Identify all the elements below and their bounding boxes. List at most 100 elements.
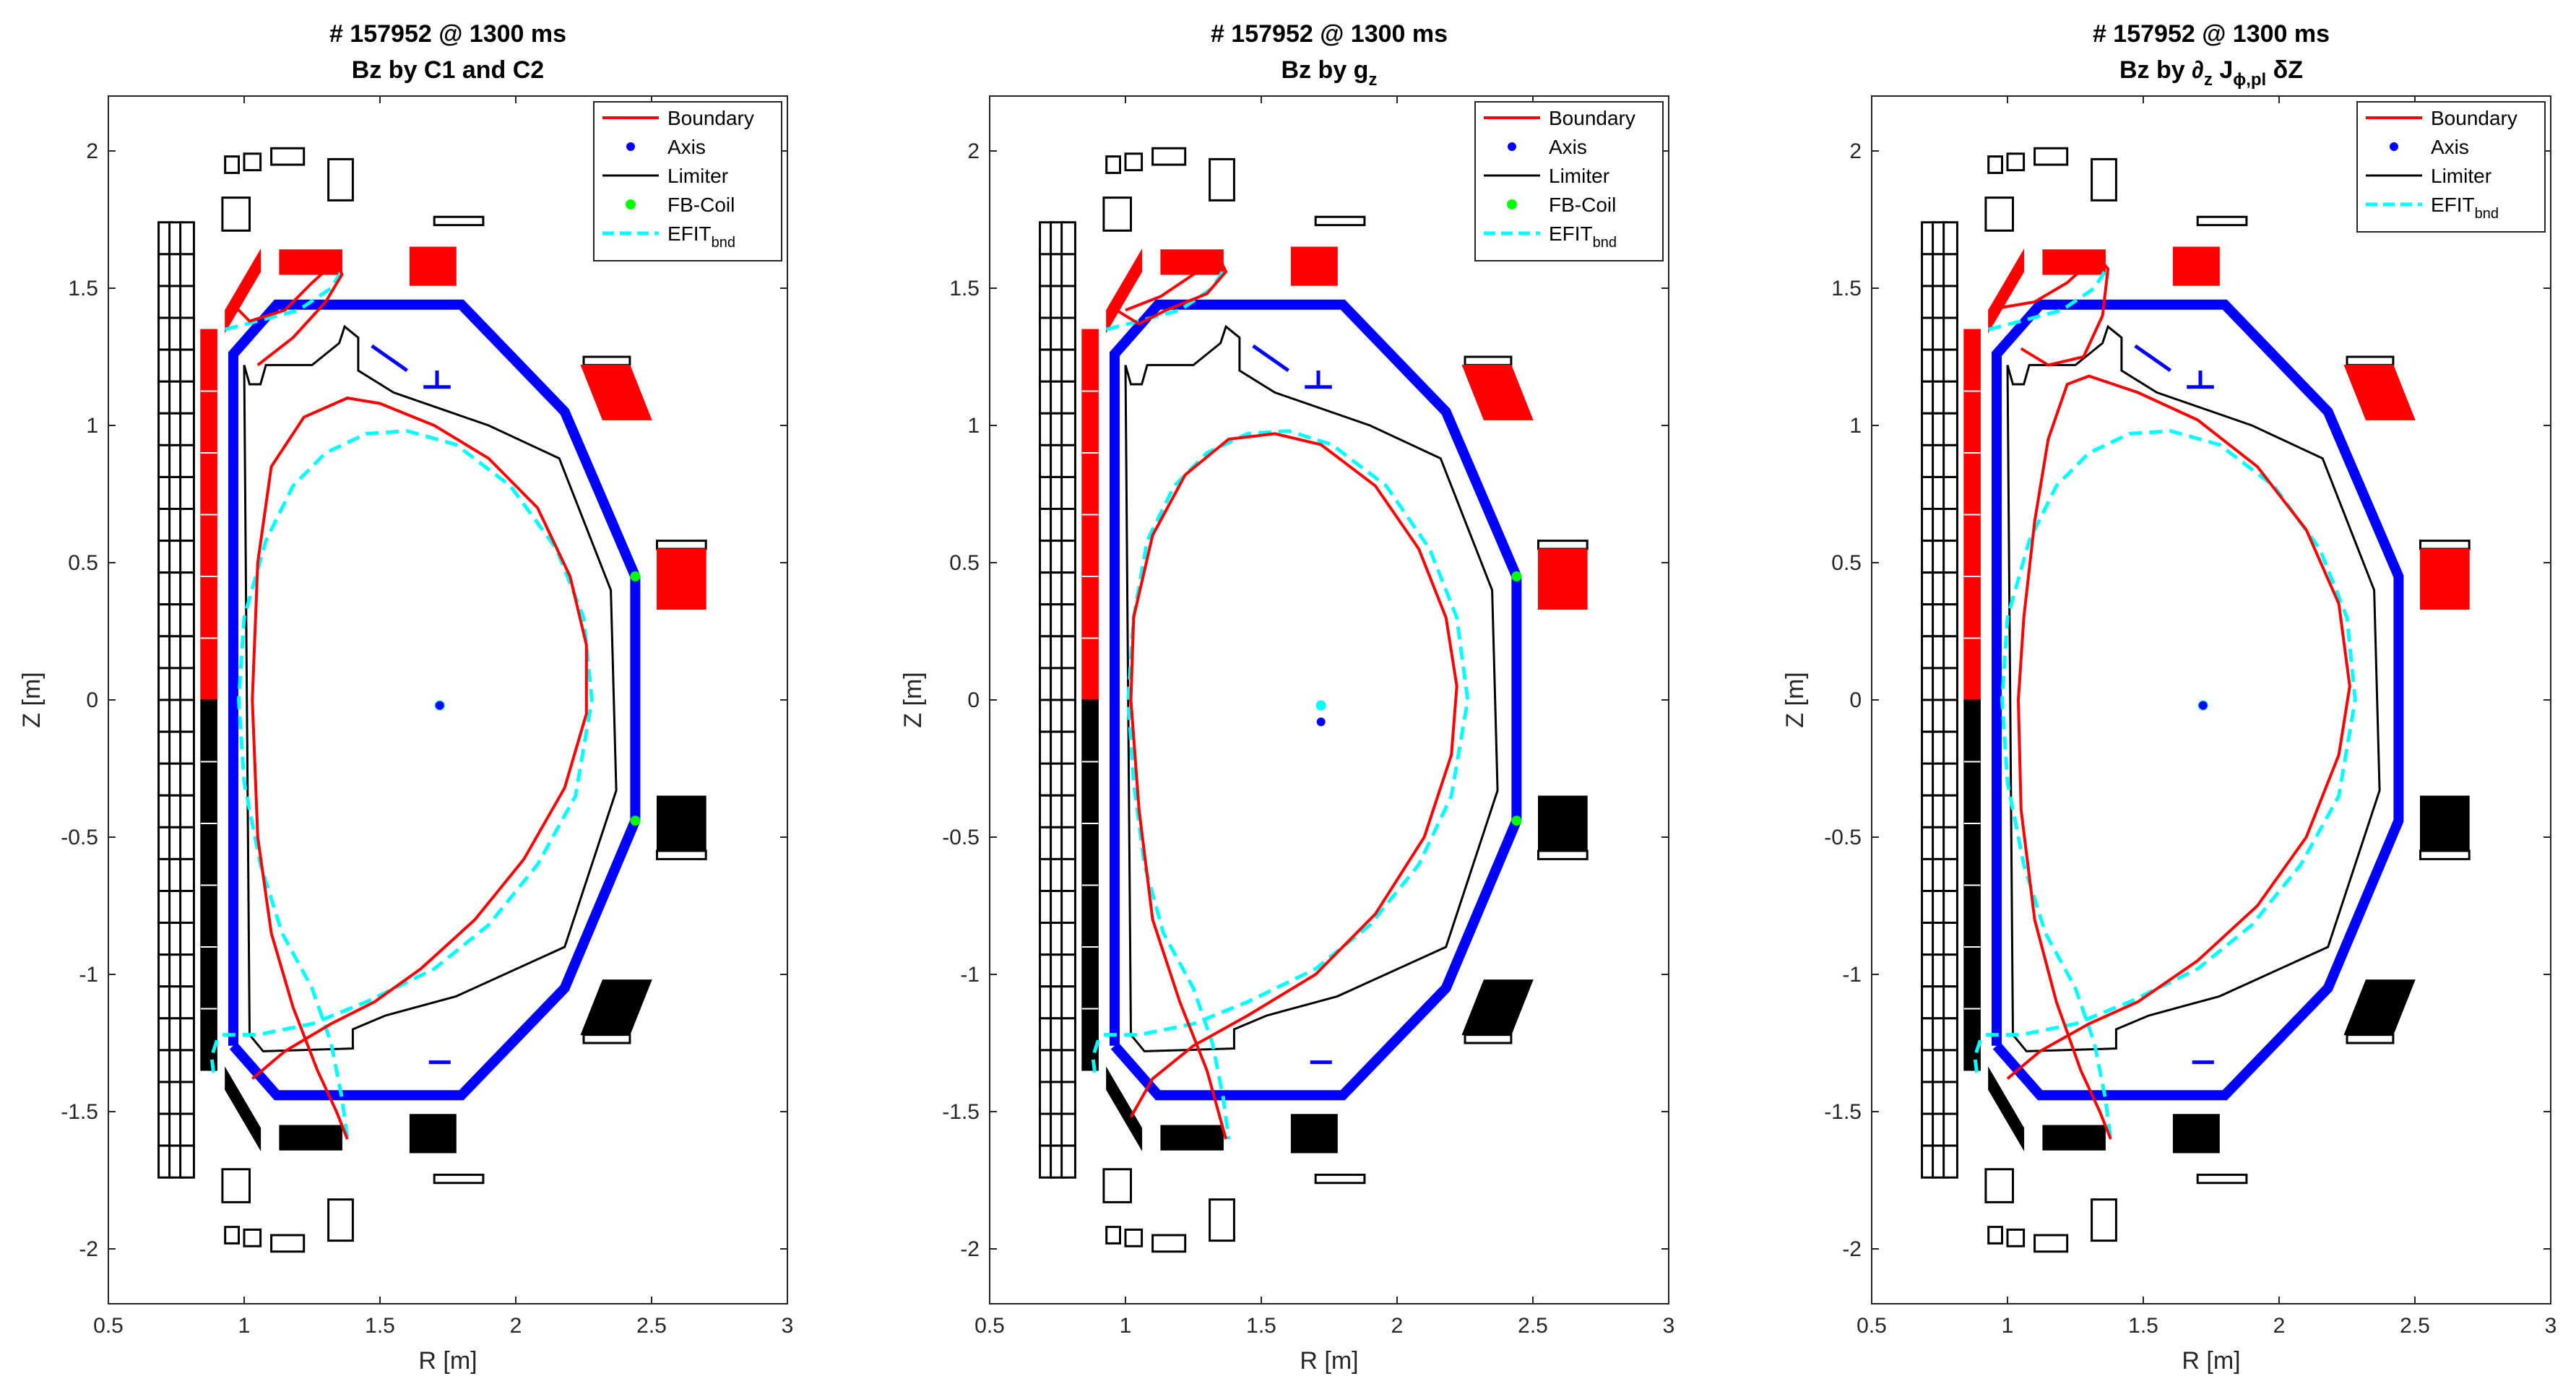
y-tick-label-2: -1: [960, 963, 980, 987]
red-coil-4: [2343, 364, 2416, 420]
legend-label-subscript: bnd: [1593, 235, 1617, 251]
black-coil-1: [1106, 1066, 1143, 1152]
axis-point: [2198, 701, 2208, 710]
cs-coil-2-26: [1060, 1049, 1076, 1083]
black-coil-3: [409, 1114, 457, 1154]
efit-axis-point: [1315, 700, 1326, 711]
y-tick-label-5: 0.5: [1831, 551, 1862, 575]
x-tick-label-2: 1.5: [1246, 1314, 1276, 1338]
black-coil-5: [2420, 795, 2470, 852]
black-coil-3: [2172, 1114, 2220, 1154]
fb-coil-point-0: [1511, 571, 1522, 581]
blue-segment-0: [1252, 344, 1290, 373]
axis-point: [435, 701, 444, 710]
outline-coil-4: [1209, 157, 1235, 202]
outline-coil-12: [1105, 1226, 1121, 1245]
cs-coil-2-15: [1942, 698, 1958, 733]
red-coil-3: [2172, 246, 2220, 286]
cs-coil-2-3: [179, 316, 195, 351]
cs-coil-2-17: [179, 762, 195, 797]
chart-title-line2: Bz by ∂z Jϕ,pl δZ: [2119, 56, 2303, 90]
title-subscript: z: [1368, 70, 1377, 90]
legend-label-main: Axis: [667, 136, 706, 158]
cs-coil-2-1: [179, 253, 195, 287]
boundary-line-top: [1111, 253, 1228, 326]
cs-coil-2-5: [179, 380, 195, 415]
outline-coil-12: [1987, 1226, 2003, 1245]
legend: Boundary Axis Limiter FB-Coil EFITbnd: [1474, 101, 1664, 261]
legend-label-main: Limiter: [2431, 165, 2491, 187]
cs-coil-2-4: [1942, 348, 1958, 383]
legend-label-main: Boundary: [1549, 107, 1635, 129]
black-coil-2: [1160, 1125, 1224, 1151]
axis-point: [1316, 717, 1326, 727]
black-coil-4: [2343, 979, 2416, 1036]
red-coil-5: [657, 548, 706, 610]
legend-label-2: Limiter: [2431, 165, 2491, 187]
outline-coil-2: [243, 152, 262, 172]
outline-coil-10: [1314, 1173, 1366, 1185]
legend-label-3: FB-Coil: [667, 194, 735, 216]
outline-coil-0: [221, 196, 251, 232]
legend-label-main: Axis: [1549, 136, 1587, 158]
red-coil-1: [225, 248, 262, 334]
black-coil-5: [657, 795, 706, 852]
cs-coil-2-18: [1942, 794, 1958, 828]
plot-area: [1039, 147, 1589, 1253]
y-tick-label-1: -1.5: [1824, 1100, 1862, 1124]
legend-label-main: FB-Coil: [1549, 194, 1616, 216]
y-tick-label-7: 1.5: [68, 277, 98, 300]
legend-label-1: Axis: [1549, 136, 1587, 158]
legend-label-subscript: bnd: [712, 235, 735, 251]
legend: Boundary Axis Limiter FB-Coil EFITbnd: [593, 101, 782, 261]
y-tick-label-3: -0.5: [1824, 826, 1862, 849]
x-tick-label-1: 1: [2002, 1314, 2014, 1338]
cs-coil-2-3: [1942, 316, 1958, 351]
y-tick-label-0: -2: [960, 1237, 980, 1261]
outline-coil-0: [1984, 196, 2014, 232]
cs-coil-2-7: [179, 443, 195, 478]
x-tick-label-3: 2: [510, 1314, 522, 1338]
limiter-line: [243, 324, 618, 1052]
cs-coil-2-21: [179, 889, 195, 925]
chart-title-line1: # 157952 @ 1300 ms: [2093, 20, 2330, 48]
legend-symbol-axis: [1508, 142, 1516, 151]
cs-coil-2-0: [1060, 221, 1076, 256]
outline-coil-11: [221, 1168, 251, 1203]
y-tick-label-4: 0: [1849, 688, 1862, 712]
cs-coil-2-10: [1942, 540, 1958, 574]
outline-coil-11: [1984, 1168, 2014, 1203]
cs-coil-2-26: [1942, 1049, 1958, 1083]
cs-coil-2-12: [179, 603, 195, 638]
outline-coil-6: [2346, 355, 2395, 366]
x-axis-label: R [m]: [2182, 1347, 2240, 1375]
outline-coil-5: [433, 215, 485, 227]
legend-label-1: Axis: [667, 136, 706, 158]
cs-coil-2-20: [1060, 857, 1076, 892]
outline-coil-14: [1151, 1234, 1187, 1253]
legend-label-main: EFIT: [2431, 194, 2475, 216]
plot-area: [1921, 147, 2471, 1253]
legend-label-3: FB-Coil: [1549, 194, 1616, 216]
cs-coil-2-14: [1060, 667, 1076, 701]
title-subscript-2: ϕ,pl: [2233, 70, 2266, 90]
cs-coil-2-10: [1060, 540, 1076, 574]
outline-coil-9: [1464, 1034, 1513, 1044]
cs-coil-2-23: [1060, 953, 1076, 988]
x-axis-label: R [m]: [418, 1347, 477, 1375]
legend-label-1: Axis: [2431, 136, 2469, 158]
cs-coil-2-11: [1942, 571, 1958, 606]
limiter-line: [2006, 324, 2381, 1052]
panel-dz-jphi: 0.5 1 1.5 2 2.5 3 -2 -1.5 -1 -0.5 0 0.5 1 1.5 2 R [m] Z …: [1781, 20, 2556, 1375]
outline-coil-3: [1151, 147, 1187, 166]
legend-label-main: Limiter: [667, 165, 728, 187]
y-tick-label-5: 0.5: [949, 551, 980, 575]
legend-symbol-axis: [2390, 142, 2398, 151]
cs-coil-2-0: [179, 221, 195, 256]
title-main: Bz by g: [1281, 56, 1369, 84]
y-axis-label: Z [m]: [18, 672, 46, 727]
cs-coil-2-10: [179, 540, 195, 574]
outline-coil-1: [224, 155, 240, 174]
vessel-wall: [1992, 299, 2404, 1101]
